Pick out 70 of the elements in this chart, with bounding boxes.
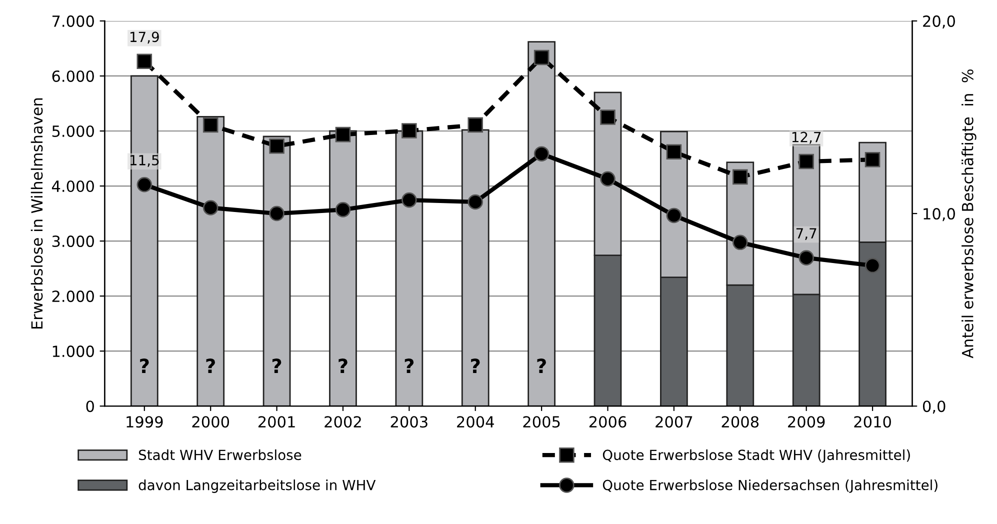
x-tick-label: 2005 <box>523 416 560 428</box>
data-label: 7,7 <box>796 228 816 240</box>
annotation: ? <box>206 358 215 373</box>
annotation: ? <box>471 358 480 373</box>
data-label: 11,5 <box>130 155 159 167</box>
point <box>402 192 417 208</box>
point <box>269 206 284 222</box>
x-tick-label: 2000 <box>192 416 230 428</box>
x-tick-label: 2003 <box>390 416 428 428</box>
data-label: 17,9 <box>130 32 159 44</box>
point <box>335 202 351 218</box>
y2-tick-label: 20,0 <box>923 15 955 29</box>
annotation: ? <box>537 358 546 373</box>
legend-label: Quote Erwerbslose Stadt WHV (Jahresmittel) <box>602 449 910 463</box>
bar <box>395 130 424 406</box>
y-tick-label: 5.000 <box>52 125 94 138</box>
legend-label: Quote Erwerbslose Niedersachsen (Jahresmittel) <box>602 480 938 493</box>
point <box>202 117 218 133</box>
y2-axis-title: Anteil erwerbslose Beschäftigte in % <box>962 69 976 358</box>
point <box>136 54 152 70</box>
y2-tick-label: 10,0 <box>924 208 955 222</box>
y-tick-label: 3.000 <box>52 236 94 248</box>
y-tick-label: 1.000 <box>52 346 94 358</box>
y-tick-label: 2.000 <box>52 290 94 302</box>
legend-label: davon Langzeitarbeitslose in WHV <box>138 480 376 493</box>
x-tick-label: 2008 <box>722 416 759 428</box>
bar <box>196 116 225 406</box>
y-axis-title: Erwerbslose in Wilhelmshaven <box>30 98 43 329</box>
point <box>732 169 748 185</box>
y-tick-label: 7.000 <box>52 15 94 27</box>
point <box>402 123 417 138</box>
y-tick-label: 6.000 <box>52 70 94 82</box>
point <box>335 126 351 142</box>
bar <box>461 129 490 406</box>
x-tick-label: 2004 <box>457 416 494 428</box>
point <box>864 258 880 274</box>
y2-tick-label: 0,0 <box>922 400 946 414</box>
bar <box>329 130 357 406</box>
x-tick-label: 2001 <box>258 416 295 428</box>
point <box>136 177 152 192</box>
annotation: ? <box>140 358 149 373</box>
bar <box>528 41 556 406</box>
point <box>732 234 748 250</box>
x-tick-label: 1999 <box>126 416 163 428</box>
point <box>600 110 616 125</box>
point <box>666 144 682 160</box>
point <box>468 194 484 210</box>
point <box>534 146 550 162</box>
x-tick-label: 2007 <box>656 416 692 428</box>
x-tick-label: 2002 <box>324 416 361 428</box>
point <box>600 171 616 187</box>
point <box>864 152 880 168</box>
annotation: ? <box>404 358 414 373</box>
x-tick-label: 2010 <box>854 416 891 428</box>
point <box>468 117 484 133</box>
data-label: 12,7 <box>792 132 821 144</box>
point <box>798 250 814 266</box>
annotation: ? <box>338 358 348 373</box>
point <box>202 200 218 216</box>
point <box>798 154 814 170</box>
y-tick-label: 0 <box>86 400 94 412</box>
point <box>666 208 682 224</box>
x-tick-label: 2009 <box>788 416 825 428</box>
y-tick-label: 4.000 <box>52 180 94 192</box>
point <box>269 138 284 154</box>
legend-label: Stadt WHV Erwerbslose <box>138 449 302 460</box>
x-tick-label: 2006 <box>589 416 626 428</box>
point <box>534 50 550 66</box>
annotation: ? <box>272 358 282 373</box>
bar <box>262 136 291 406</box>
